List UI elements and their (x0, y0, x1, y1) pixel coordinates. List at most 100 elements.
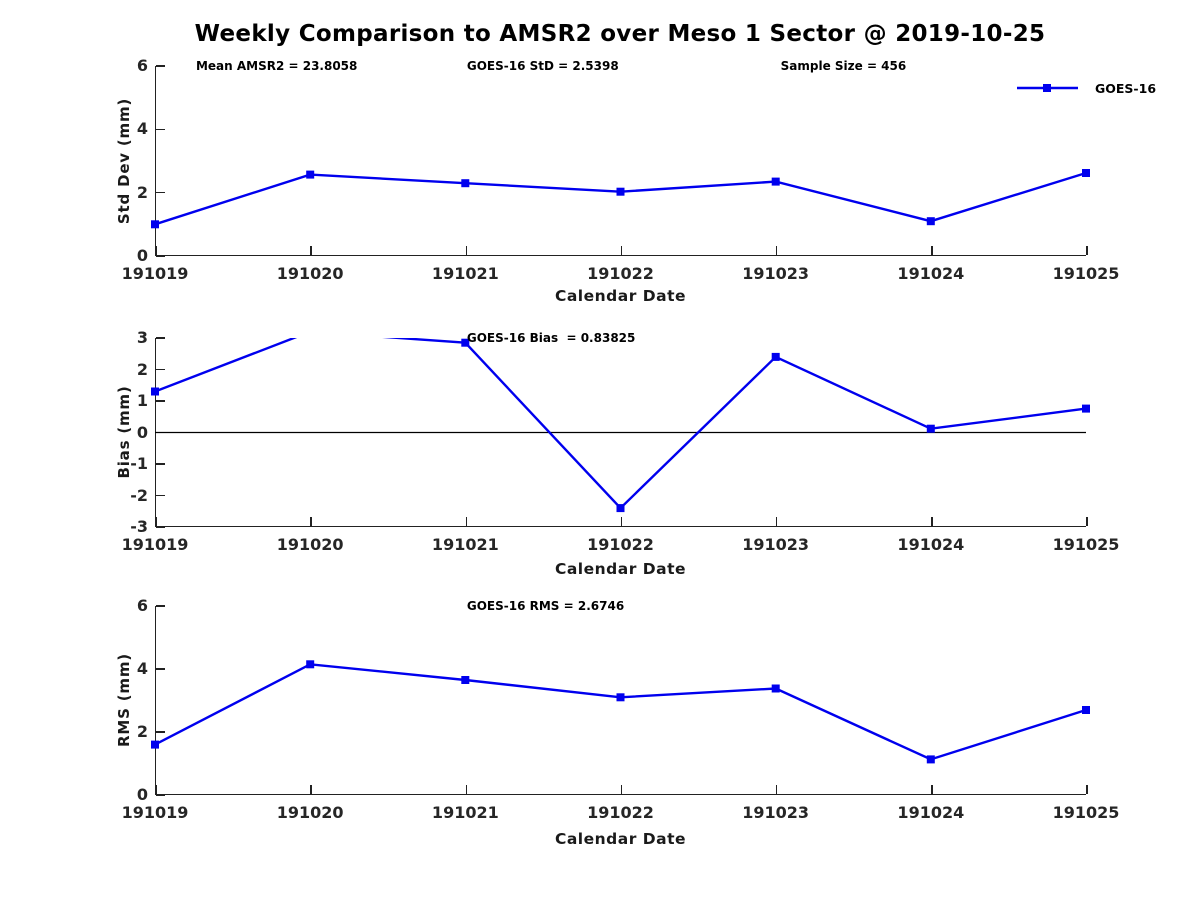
y-tick (156, 255, 165, 257)
x-tick (310, 517, 312, 526)
data-point-marker (771, 352, 780, 361)
data-point-marker (616, 504, 625, 513)
x-tick-label: 191024 (897, 803, 965, 822)
x-tick (775, 517, 778, 526)
x-tick (1086, 246, 1088, 255)
x-tick (465, 246, 468, 255)
x-tick (465, 785, 468, 794)
y-tick-label: 1 (136, 391, 148, 410)
series-plot-bias (151, 338, 1090, 513)
data-point-marker (926, 217, 935, 226)
y-tick (156, 526, 165, 528)
x-tick (310, 785, 312, 794)
x-axis-label-stddev: Calendar Date (554, 287, 687, 305)
y-tick (156, 605, 165, 607)
x-tick (1086, 517, 1088, 526)
x-tick-label: 191022 (587, 803, 654, 822)
series-line-GOES-16 (154, 338, 1087, 510)
y-tick (156, 368, 165, 371)
series-line-GOES-16 (154, 171, 1087, 226)
y-tick (156, 337, 165, 339)
plot-area-std-dev (155, 65, 1088, 257)
y-tick-label: -2 (130, 485, 148, 505)
data-point-marker (1082, 404, 1090, 413)
series-plot-std-dev (151, 169, 1090, 229)
x-tick-label: 191023 (742, 264, 810, 283)
data-point-marker (306, 170, 315, 179)
data-point-marker (461, 338, 470, 347)
data-point-marker (1082, 706, 1090, 714)
x-tick (620, 785, 623, 794)
figure-title: Weekly Comparison to AMSR2 over Meso 1 S… (194, 21, 1046, 47)
x-tick (931, 785, 933, 794)
x-tick-label: 191021 (431, 264, 499, 283)
y-tick-label: 0 (136, 246, 148, 265)
data-point-marker (151, 220, 159, 229)
y-tick-label: 3 (136, 328, 148, 347)
plot-annotation: GOES-16 StD = 2.5398 (466, 59, 619, 73)
x-tick-label: 191019 (121, 264, 189, 283)
legend-line-sample (1017, 84, 1078, 92)
x-axis-label-bias: Calendar Date (554, 560, 687, 578)
x-tick-label: 191020 (276, 535, 344, 554)
x-tick-label: 191023 (742, 803, 810, 822)
data-point-marker (771, 684, 780, 693)
plot-annotation: GOES-16 RMS = 2.6746 (466, 599, 625, 613)
x-tick-label: 191020 (276, 264, 344, 283)
y-tick (156, 731, 165, 733)
x-tick-label: 191025 (1052, 264, 1120, 283)
x-axis-label-rms: Calendar Date (554, 830, 687, 848)
y-tick (156, 191, 165, 194)
x-tick-label: 191025 (1052, 535, 1120, 554)
x-tick-label: 191021 (431, 803, 499, 822)
y-tick-label: 6 (136, 56, 148, 75)
x-tick (931, 517, 933, 526)
plot-annotation: GOES-16 Bias = 0.83825 (466, 331, 636, 345)
data-point-marker (461, 179, 470, 188)
series-plot-rms (151, 660, 1090, 764)
plot-annotation: Sample Size = 456 (780, 59, 907, 73)
y-tick-label: 2 (136, 359, 148, 379)
series-line-GOES-16 (154, 663, 1087, 761)
x-tick-label: 191020 (276, 803, 344, 822)
legend: GOES-16 (1017, 80, 1156, 96)
x-tick (155, 246, 157, 255)
data-point-marker (926, 424, 935, 433)
x-tick (620, 246, 623, 255)
data-point-marker (151, 387, 159, 396)
plot-area-rms (155, 605, 1088, 796)
x-tick-label: 191022 (587, 264, 654, 283)
y-tick-label: 0 (136, 785, 148, 804)
data-point-marker (616, 187, 625, 196)
y-tick (156, 794, 165, 796)
data-point-marker (1082, 169, 1090, 177)
plot-annotation: Mean AMSR2 = 23.8058 (195, 59, 358, 73)
x-tick (155, 517, 157, 526)
data-point-marker (461, 676, 470, 684)
data-point-marker (306, 660, 315, 669)
x-tick-label: 191023 (742, 535, 810, 554)
x-tick-label: 191019 (121, 535, 189, 554)
x-tick (620, 517, 623, 526)
x-tick (775, 246, 778, 255)
y-tick-label: 6 (136, 596, 148, 615)
y-tick-label: 4 (136, 659, 148, 678)
x-tick-label: 191024 (897, 535, 965, 554)
y-tick-label: 2 (136, 182, 148, 202)
y-tick-label: -1 (130, 454, 148, 473)
y-tick (156, 668, 165, 670)
x-tick (465, 517, 468, 526)
y-tick (156, 400, 165, 402)
data-point-marker (151, 740, 159, 749)
x-tick (931, 246, 933, 255)
legend-label: GOES-16 (1095, 80, 1157, 96)
y-tick-label: 0 (136, 422, 148, 442)
y-tick (156, 65, 165, 67)
y-tick (156, 494, 165, 497)
x-tick (1086, 785, 1088, 794)
data-point-marker (616, 693, 625, 702)
x-tick-label: 191019 (121, 803, 189, 822)
x-tick (155, 785, 157, 794)
data-point-marker (771, 177, 780, 186)
